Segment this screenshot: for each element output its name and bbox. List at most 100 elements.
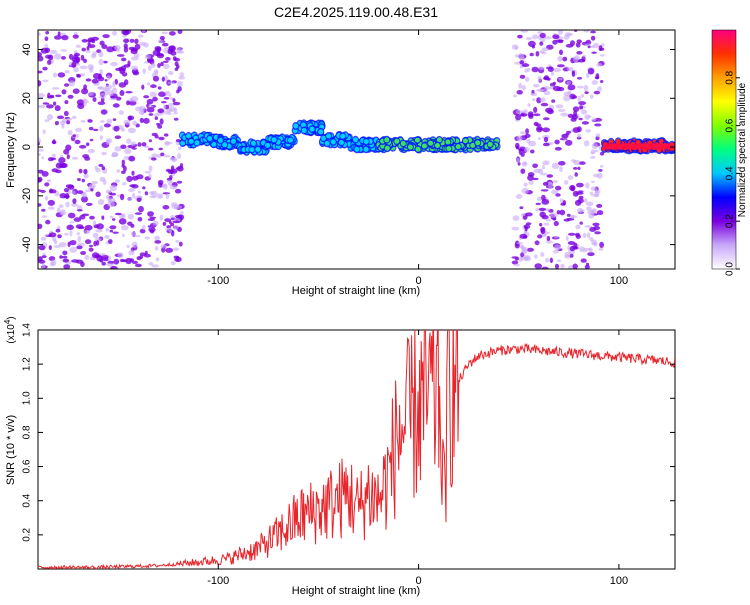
heatmap-cell [59,193,67,199]
heatmap-cell [77,103,85,110]
x-tick-label: 0 [416,275,422,287]
heatmap-cell [163,97,170,100]
heatmap-cell [108,197,116,203]
heatmap-cell [594,231,601,235]
heatmap-cell [138,190,142,194]
heatmap-cell [172,101,181,106]
heatmap-cell [173,107,178,113]
heatmap-cell [531,98,536,102]
heatmap-cell [76,178,81,181]
heatmap-cell [589,227,597,232]
heatmap-cell [152,75,160,82]
heatmap-cell [41,208,46,212]
heatmap-cell [61,89,67,95]
heatmap-cell [147,65,152,71]
heatmap-cell [537,234,543,239]
heatmap-cell [126,197,133,201]
heatmap-cell [136,197,142,203]
heatmap-cell [587,68,595,75]
heatmap-cell [125,257,132,265]
heatmap-cell [101,151,107,156]
heatmap-cell [105,189,112,194]
heatmap-cell [596,203,603,208]
heatmap-cell [159,36,165,40]
heatmap-cell-core [353,137,358,143]
heatmap-cell [557,109,566,112]
heatmap-cell [170,165,175,171]
heatmap-cell [520,30,528,33]
y-tick-label: 40 [21,43,33,55]
heatmap-cell [80,251,87,255]
heatmap-cell [44,43,48,48]
heatmap-cell [88,44,96,49]
heatmap-cell [528,40,536,48]
heatmap-cell [552,249,559,254]
heatmap-cell-core [301,128,307,133]
heatmap-cell [84,255,90,260]
spectrogram-x-axis-label: Height of straight line (km) [292,285,420,297]
heatmap-cell [80,261,85,268]
heatmap-cell [108,239,113,244]
heatmap-cell [119,90,125,96]
heatmap-cell [524,68,528,73]
heatmap-cell [109,215,114,219]
heatmap-cell [81,39,88,43]
heatmap-cell [38,223,43,229]
heatmap-cell [127,127,136,134]
heatmap-cell [521,84,527,91]
heatmap-cell [143,42,149,48]
heatmap-cell [64,69,70,74]
heatmap-cell [50,49,58,54]
heatmap-cell-core [265,142,271,148]
heatmap-cell [83,173,89,179]
heatmap-cell [91,78,99,84]
heatmap-cell [575,224,581,230]
heatmap-cell [44,36,49,41]
heatmap-cell [63,264,71,269]
heatmap-cell [83,101,87,107]
heatmap-cell [71,203,79,207]
heatmap-cell [600,165,604,168]
heatmap-cell [121,57,127,62]
heatmap-cell [103,257,109,262]
heatmap-cell [518,82,523,89]
snr-y-axis-label: SNR (10 * v/v) [5,415,17,485]
heatmap-cell [566,81,572,85]
heatmap-cell [85,78,92,82]
heatmap-cell [592,241,598,247]
heatmap-cell [171,158,177,163]
heatmap-cell [176,80,183,87]
heatmap-cell-core [658,138,664,144]
heatmap-cell [45,31,50,35]
heatmap-cell [176,89,180,94]
heatmap-cell [544,36,552,40]
heatmap-cell [539,97,546,103]
heatmap-cell [558,77,563,81]
heatmap-cell [590,180,595,183]
heatmap-cell [173,117,179,121]
heatmap-cell [46,104,54,109]
heatmap-cell [92,97,97,102]
heatmap-cell [170,261,176,266]
x-tick-label: -100 [207,275,229,287]
heatmap-cell [139,255,144,259]
heatmap-cell [98,163,104,167]
heatmap-cell [150,84,157,89]
heatmap-cell [53,101,57,106]
heatmap-cell [590,35,596,41]
heatmap-cell [136,174,144,180]
heatmap-cell [131,170,135,176]
heatmap-cell [570,159,577,163]
heatmap-cell [65,201,70,208]
heatmap-cell [599,241,604,248]
heatmap-cell [142,224,146,231]
heatmap-cell [149,191,155,195]
heatmap-cell [99,69,103,75]
heatmap-cell [588,212,595,219]
heatmap-cell [537,137,541,140]
heatmap-cell [116,54,125,57]
heatmap-cell [548,142,554,145]
heatmap-cell [577,190,584,194]
heatmap-cell-core [211,141,217,147]
heatmap-cell [554,263,560,269]
